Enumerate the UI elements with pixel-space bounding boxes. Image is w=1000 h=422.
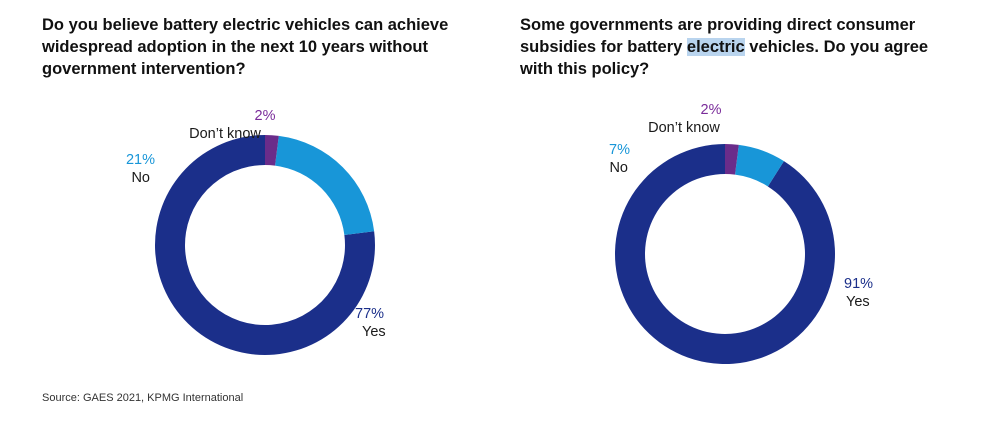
donut-arcs-left <box>155 135 376 355</box>
label-yes-name-left: Yes <box>362 324 386 340</box>
label-no-pct-left: 21% <box>126 152 155 168</box>
donut-slice-dont-know-left <box>265 135 279 166</box>
title-right-text-start: Some governments are providing direct co… <box>520 16 916 56</box>
chart-title-left: Do you believe battery electric vehicles… <box>42 16 449 78</box>
label-dont-know-name-right: Don’t know <box>648 120 720 136</box>
label-yes-name-right: Yes <box>846 294 870 310</box>
donut-slice-yes-right <box>615 144 835 364</box>
donut-slice-dont-know-right <box>725 144 739 175</box>
source-note: Source: GAES 2021, KPMG International <box>42 392 244 404</box>
title-right-text-end: vehicles. Do you agree with this policy? <box>520 38 929 78</box>
donut-slice-no-left <box>275 135 375 235</box>
title-right-highlight: electric <box>686 38 745 56</box>
label-yes-pct-right: 91% <box>844 276 873 292</box>
chart-title-right: Some governments are providing direct co… <box>520 14 960 80</box>
label-no-name-right: No <box>609 160 628 176</box>
label-yes-pct-left: 77% <box>355 306 384 322</box>
label-no-name-left: No <box>131 170 150 186</box>
label-dont-know-pct-left: 2% <box>255 108 276 124</box>
donut-slice-no-right <box>735 144 784 187</box>
label-dont-know-name-left: Don’t know <box>189 126 261 142</box>
donut-chart-right: 2% Don’t know 7% No 91% Yes <box>609 102 873 364</box>
label-dont-know-pct-right: 2% <box>701 102 722 118</box>
donut-arcs-right <box>615 144 835 364</box>
label-no-pct-right: 7% <box>609 142 630 158</box>
donut-chart-left: 2% Don’t know 21% No 77% Yes <box>126 108 386 355</box>
